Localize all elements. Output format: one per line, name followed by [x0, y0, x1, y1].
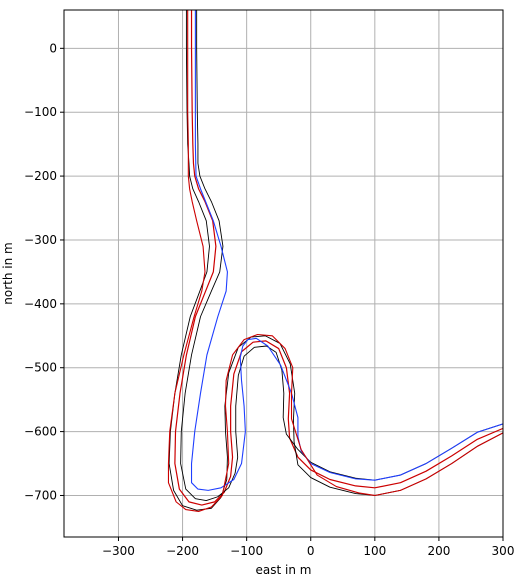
x-tick-label: 300 — [492, 544, 515, 558]
x-tick-label: −200 — [166, 544, 199, 558]
y-tick-label: −700 — [24, 488, 57, 502]
x-tick-label: 200 — [427, 544, 450, 558]
y-axis-label: north in m — [1, 242, 15, 304]
y-tick-label: −500 — [24, 361, 57, 375]
plot-frame — [63, 9, 504, 538]
series-layer — [167, 10, 503, 513]
y-tick-label: −300 — [24, 233, 57, 247]
series-line-inner-boundary — [168, 10, 503, 511]
x-axis-label: east in m — [256, 563, 312, 577]
ticks: −300 −200 −100 0 100 200 300 0 −100 −200 −300 −400 −… — [24, 41, 514, 558]
y-tick-label: −100 — [24, 105, 57, 119]
y-tick-label: −200 — [24, 169, 57, 183]
y-tick-label: −600 — [24, 425, 57, 439]
y-tick-label: 0 — [49, 41, 57, 55]
series-line-outer-boundary — [180, 10, 503, 502]
series-line-centerline — [174, 10, 503, 506]
y-tick-label: −400 — [24, 297, 57, 311]
series-line-outer-track-edge — [190, 10, 503, 491]
x-tick-label: 0 — [307, 544, 315, 558]
x-tick-label: 100 — [363, 544, 386, 558]
series-line-inner-track-edge — [167, 10, 503, 513]
x-tick-label: −100 — [230, 544, 263, 558]
grid — [64, 10, 504, 537]
x-tick-label: −300 — [102, 544, 135, 558]
